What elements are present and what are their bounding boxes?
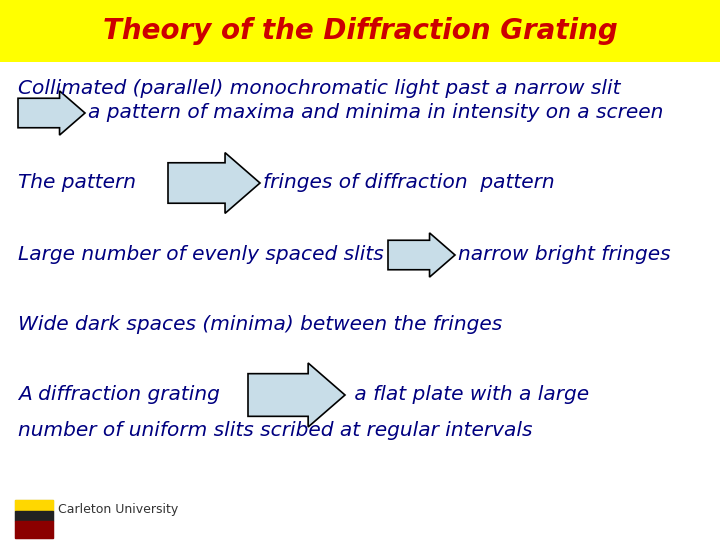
Text: Theory of the Diffraction Grating: Theory of the Diffraction Grating [103, 17, 617, 45]
FancyBboxPatch shape [15, 500, 53, 538]
Polygon shape [18, 91, 85, 135]
Polygon shape [15, 511, 53, 521]
Polygon shape [15, 521, 53, 538]
Polygon shape [168, 153, 260, 213]
Polygon shape [248, 363, 345, 427]
Text: a pattern of maxima and minima in intensity on a screen: a pattern of maxima and minima in intens… [88, 104, 663, 123]
Text: fringes of diffraction  pattern: fringes of diffraction pattern [263, 173, 554, 192]
Text: narrow bright fringes: narrow bright fringes [458, 246, 670, 265]
Bar [0, 0, 720, 62]
Polygon shape [388, 233, 455, 277]
Text: Collimated (parallel) monochromatic light past a narrow slit: Collimated (parallel) monochromatic ligh… [18, 78, 621, 98]
Text: The pattern: The pattern [18, 173, 136, 192]
Text: Carleton University: Carleton University [58, 503, 179, 516]
Text: number of uniform slits scribed at regular intervals: number of uniform slits scribed at regul… [18, 421, 533, 440]
Text: Large number of evenly spaced slits: Large number of evenly spaced slits [18, 246, 384, 265]
Text: a flat plate with a large: a flat plate with a large [348, 386, 589, 404]
Polygon shape [15, 500, 53, 511]
Text: A diffraction grating: A diffraction grating [18, 386, 220, 404]
Text: Wide dark spaces (minima) between the fringes: Wide dark spaces (minima) between the fr… [18, 315, 503, 334]
